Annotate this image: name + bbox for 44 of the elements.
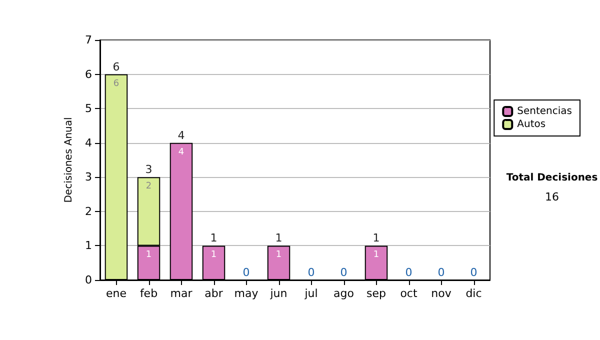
x-tick-label: mar (170, 287, 193, 300)
x-tick-label: jul (304, 287, 318, 300)
y-tick-label: 0 (85, 274, 92, 286)
legend-label: Sentencias (517, 106, 572, 117)
x-tick-label: ago (334, 287, 354, 300)
y-tick-label: 3 (85, 170, 92, 184)
total-label: 1 (275, 232, 282, 245)
total-label: 0 (242, 266, 250, 279)
y-tick-label: 5 (85, 102, 92, 116)
data-label: 2 (146, 182, 152, 192)
x-tick-label: jun (269, 287, 288, 300)
data-label: 1 (210, 250, 217, 260)
total-label: 1 (372, 232, 380, 245)
data-label: 1 (146, 250, 152, 260)
x-tick-label: may (234, 287, 259, 300)
total-label: 0 (438, 266, 445, 279)
x-tick-label: ene (106, 287, 127, 300)
text: 16 (545, 190, 559, 204)
x-tick-label: oct (400, 287, 418, 300)
total-label: 0 (470, 266, 478, 279)
total-label: 4 (178, 128, 185, 142)
total-label: 0 (308, 266, 315, 279)
x-tick-label: dic (466, 287, 482, 300)
y-tick-label: 2 (85, 204, 92, 218)
data-label: 4 (178, 147, 184, 158)
text: Total Decisiones (506, 172, 598, 184)
legend-label: Autos (517, 119, 546, 130)
y-tick-label: 4 (85, 136, 92, 150)
total-label: 3 (145, 163, 152, 176)
total-label: 0 (340, 266, 348, 279)
total-label: 0 (405, 266, 412, 279)
x-tick-label: nov (431, 287, 452, 300)
x-tick-label: feb (140, 287, 158, 300)
y-tick-label: 1 (85, 239, 92, 252)
data-label: 6 (113, 78, 120, 89)
y-axis-title: Decisiones Anual (64, 117, 75, 203)
x-tick-label: sep (366, 287, 386, 300)
total-label: 6 (112, 60, 120, 74)
y-tick-label: 6 (85, 68, 92, 81)
y-tick-label: 7 (85, 34, 92, 46)
data-label: 1 (373, 250, 380, 260)
total-label: 1 (210, 232, 218, 245)
x-tick-label: abr (204, 287, 224, 300)
data-label: 1 (276, 250, 282, 260)
